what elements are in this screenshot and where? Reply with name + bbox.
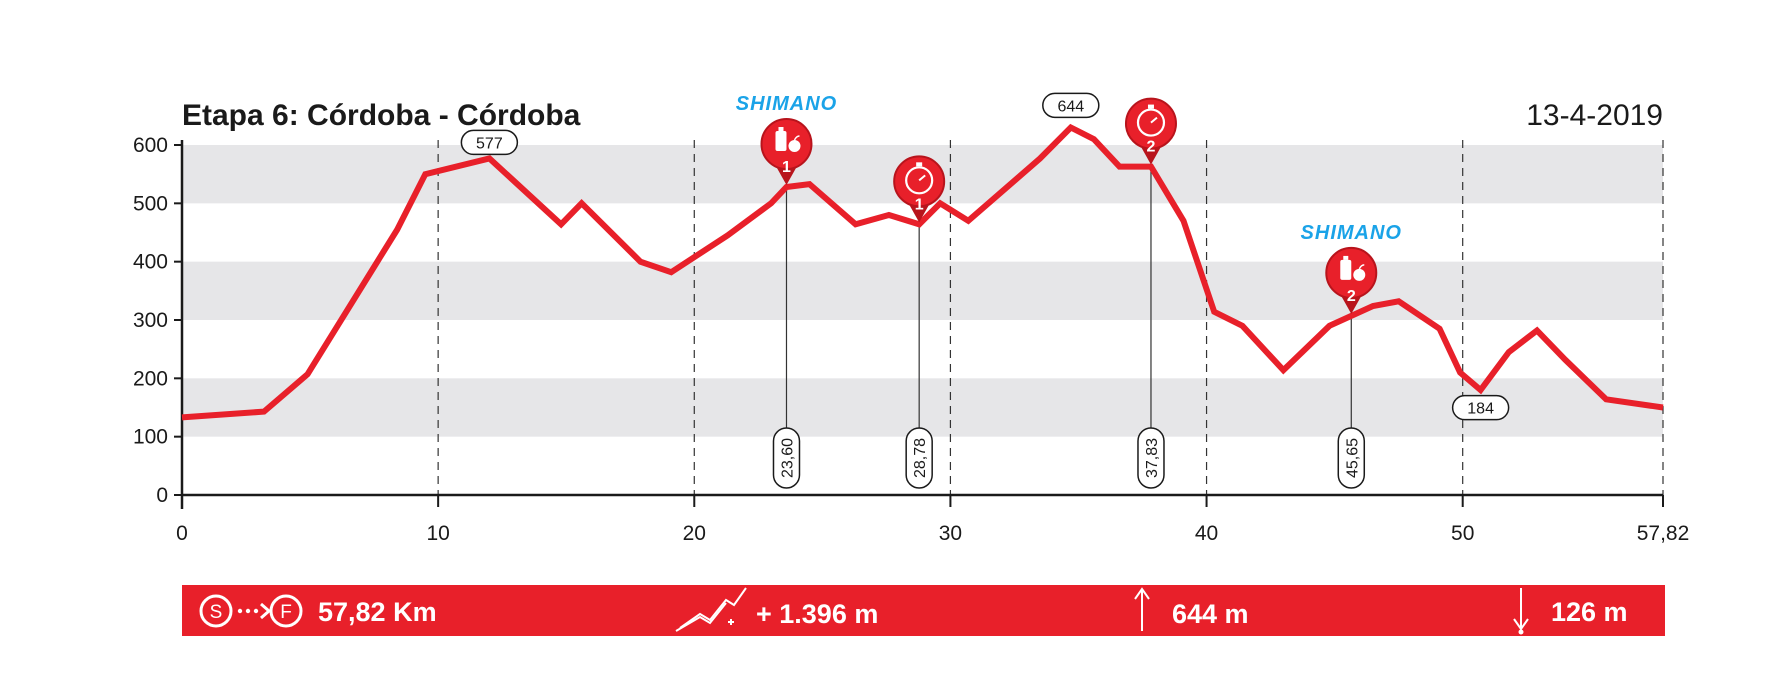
callout-label: 644 [1057,98,1084,115]
callout-label: 184 [1467,401,1494,418]
altitude-callout: 577 [460,129,519,156]
y-tick-label: 500 [133,192,168,215]
start-icon: S [199,594,233,628]
y-tick-label: 0 [156,484,168,507]
x-tick-label: 40 [1195,522,1218,545]
sponsor-logo: SHIMANO [1301,222,1402,244]
sprint-marker: 1 [893,155,946,223]
altitude-callouts: 577 644 184 [460,92,1510,421]
y-tick-label: 300 [133,309,168,332]
altitude-band [182,378,1663,437]
elevation-profile [181,123,1664,421]
vertical-gridlines [437,140,1664,495]
y-tick-label: 100 [133,426,168,449]
km-label-bubble [1337,427,1366,489]
elevation-profile-line [181,123,1664,421]
sponsor-logo: SHIMANO [736,93,837,115]
pin-head [1124,97,1177,150]
x-tick-label: 20 [683,522,706,545]
arrow-dots-icon [237,602,272,620]
km-label-text: 37,83 [1144,438,1161,478]
x-tick-label: 0 [176,522,188,545]
marker-km-label: 23,60 [772,427,801,489]
stopwatch-crown [1147,104,1154,109]
stopwatch-face [905,166,934,195]
apple-leaf [793,135,800,141]
stopwatch-hand [1150,116,1158,124]
km-label-text: 28,78 [912,438,929,478]
marker-number: 1 [915,196,924,213]
start-letter: S [210,602,223,623]
min-altitude-value: 126 m [1551,597,1628,627]
max-altitude-icon [1134,587,1150,631]
bottle-cap [778,127,784,131]
stats-bar: S F 57,82 Km + 1.396 m 644 m [182,585,1665,636]
finish-letter: F [280,602,292,623]
elevation-gain-icon [675,587,747,632]
stopwatch-hand [918,174,926,182]
stopwatch-crown [916,162,923,167]
callout-bubble [460,129,519,156]
distance-value: 57,82 Km [318,597,437,627]
altitude-band [182,261,1663,320]
pin-head [893,155,946,208]
stopwatch-icon [905,162,934,195]
finish-icon: F [269,594,303,628]
km-label-text: 23,60 [779,438,796,478]
stage-date: 13-4-2019 [1526,99,1663,132]
feed-station-icon [1340,255,1366,281]
marker-number: 2 [1147,139,1156,156]
bottle-cap [1343,255,1349,260]
sprint-marker: 2 [1124,97,1177,165]
marker-km-label: 45,65 [1337,427,1366,489]
route-markers: 1 SHIMANO 1 2 2 SHIMANO [736,93,1402,314]
apple-shape [1353,268,1366,281]
x-tick-label: 30 [939,522,962,545]
km-label-text: 45,65 [1344,438,1361,478]
altitude-bands [182,145,1663,437]
min-altitude-icon [1513,588,1529,635]
altitude-callout: 184 [1451,394,1510,421]
feed-station-marker: 1 [760,118,813,185]
x-tick-label: 10 [426,522,449,545]
y-axis-ticks: 0 100 200 300 400 500 600 [133,134,182,507]
marker-leader-lines [785,166,1352,430]
km-label-bubble [1137,427,1165,489]
apple-shape [788,140,801,152]
callout-label: 577 [476,135,503,152]
bottle-shape [1340,259,1352,280]
apple-leaf [1358,264,1365,270]
marker-km-label: 28,78 [905,427,933,489]
callout-bubble [1042,92,1100,119]
stage-title: Etapa 6: Córdoba - Córdoba [182,99,581,132]
stopwatch-icon [1136,104,1166,137]
x-tick-label: 50 [1451,522,1474,545]
x-tick-label: 57,82 [1637,522,1690,545]
feed-station-icon [775,127,801,152]
marker-km-labels: 23,60 28,78 37,83 45,65 [772,427,1366,489]
axes [180,140,1663,509]
marker-number: 1 [782,159,791,176]
x-axis-ticks: 0 10 20 30 40 50 57,82 [176,495,1689,545]
stats-bar-background [182,585,1665,636]
callout-bubble [1451,394,1510,421]
stopwatch-face [1136,108,1166,137]
y-tick-label: 200 [133,367,168,390]
altitude-callout: 644 [1042,92,1100,119]
bottle-shape [775,131,787,151]
marker-number: 2 [1347,288,1356,305]
feed-station-marker: 2 [1325,246,1378,314]
y-tick-label: 400 [133,251,168,274]
max-altitude-value: 644 m [1172,599,1249,629]
km-label-bubble [772,427,801,489]
km-label-bubble [905,427,933,489]
elevation-gain-value: + 1.396 m [756,599,878,629]
y-tick-label: 600 [133,134,168,157]
marker-km-label: 37,83 [1137,427,1165,489]
